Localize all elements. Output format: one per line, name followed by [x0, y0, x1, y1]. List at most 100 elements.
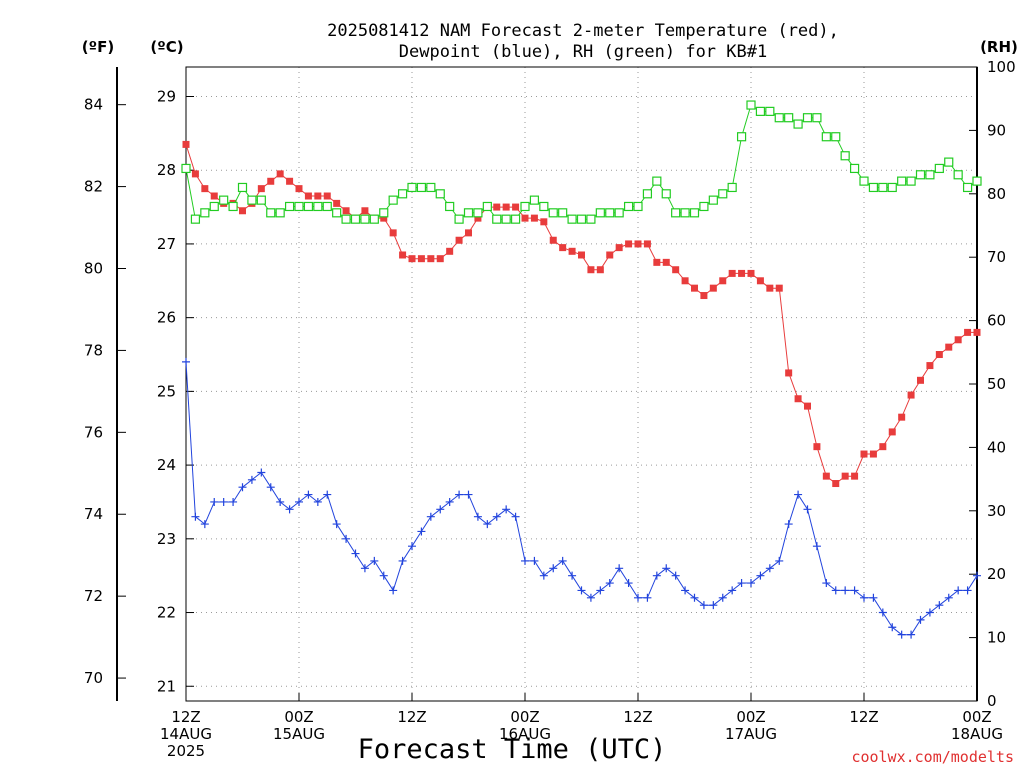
dewpoint-point — [323, 490, 332, 499]
dewpoint-point — [643, 593, 652, 602]
dewpoint-point — [191, 512, 200, 521]
temperature-point — [323, 192, 331, 200]
temperature-point — [389, 229, 397, 237]
temperature-point — [973, 328, 981, 336]
temperature-point — [417, 255, 425, 263]
celsius-unit-label: (ºC) — [150, 38, 183, 56]
celsius-tick-label: 21 — [157, 677, 176, 695]
rh-point — [294, 201, 304, 212]
dewpoint-point — [436, 505, 445, 514]
rh-point — [878, 182, 888, 193]
temperature-point — [596, 266, 604, 274]
rh-tick-label: 40 — [987, 438, 1006, 456]
rh-unit-label: (RH) — [980, 38, 1018, 56]
rh-point — [558, 208, 568, 218]
temperature-point — [210, 192, 218, 200]
dewpoint-point — [483, 520, 492, 529]
rh-tick-label: 80 — [987, 185, 1006, 203]
temperature-point — [286, 177, 294, 185]
rh-point — [812, 113, 822, 123]
rh-point — [219, 195, 229, 205]
rh-point — [209, 201, 219, 212]
dewpoint-point — [417, 527, 426, 536]
dewpoint-point — [455, 490, 464, 499]
rh-point — [397, 189, 408, 199]
rh-point — [906, 176, 916, 186]
rh-point — [595, 208, 605, 218]
celsius-tick-label: 27 — [157, 235, 176, 253]
dewpoint-point — [963, 586, 972, 595]
rh-point — [463, 208, 474, 218]
celsius-tick-label: 28 — [157, 161, 176, 179]
dewpoint-point — [389, 586, 398, 595]
dewpoint-point — [794, 490, 803, 499]
dewpoint-point — [624, 579, 633, 588]
celsius-axis-ticks: 21 22 23 24 25 26 27 28 29 — [157, 87, 194, 695]
dewpoint-point — [398, 556, 407, 565]
rh-point — [944, 157, 954, 167]
dewpoint-point — [822, 579, 831, 588]
dewpoint-point — [652, 571, 661, 580]
rh-tick-label: 50 — [987, 375, 1006, 393]
dewpoint-point — [812, 542, 821, 551]
dewpoint-point — [888, 623, 897, 632]
rh-tick-label: 30 — [987, 502, 1006, 520]
celsius-tick-label: 23 — [157, 530, 176, 548]
temperature-point — [399, 251, 407, 259]
dewpoint-point — [897, 630, 906, 639]
rh-point — [445, 201, 455, 212]
temperature-point — [813, 443, 821, 451]
temperature-point — [512, 203, 520, 211]
fahrenheit-tick-label: 76 — [84, 423, 103, 441]
rh-point — [510, 214, 521, 224]
time-tick-label: 12Z — [171, 708, 200, 726]
rh-point — [774, 113, 784, 123]
time-tick-label: 12Z — [623, 708, 652, 726]
temperature-point — [257, 185, 265, 193]
rh-point — [633, 201, 643, 212]
rh-point — [953, 170, 963, 180]
dewpoint-point — [671, 571, 680, 580]
temperature-point — [201, 185, 209, 193]
temperature-point — [493, 203, 501, 211]
dewpoint-point — [662, 564, 671, 573]
rh-point — [482, 201, 492, 212]
temperature-point — [917, 376, 924, 384]
rh-point — [426, 182, 436, 193]
dewpoint-point — [502, 505, 511, 514]
dewpoint-point — [973, 571, 981, 580]
temperature-point — [587, 266, 595, 274]
temperature-point — [869, 450, 877, 458]
rh-point — [454, 214, 464, 224]
dewpoint-point — [238, 483, 247, 492]
temperature-point — [634, 240, 642, 248]
temperature-point — [888, 428, 896, 436]
temperature-point — [578, 251, 585, 259]
rh-point — [200, 208, 210, 218]
rh-point — [962, 182, 973, 193]
temperature-point — [267, 177, 275, 185]
rh-tick-label: 90 — [987, 121, 1006, 139]
rh-point — [379, 208, 389, 218]
series-layer — [181, 100, 982, 639]
dewpoint-point — [549, 564, 558, 573]
temperature-point — [342, 207, 350, 215]
rh-point — [303, 201, 314, 212]
dewpoint-point — [266, 483, 275, 492]
temperature-point — [615, 244, 623, 252]
rh-point — [699, 201, 709, 212]
dewpoint-point — [634, 593, 642, 602]
dewpoint-point — [765, 564, 774, 573]
time-tick-label: 12Z — [849, 708, 878, 726]
dewpoint-point — [473, 512, 482, 521]
temperature-point — [474, 214, 482, 222]
dewpoint-point — [690, 593, 699, 602]
time-tick-label: 15AUG — [273, 725, 325, 743]
temperature-point — [945, 343, 953, 351]
dewpoint-point — [445, 497, 454, 506]
rh-point — [313, 201, 323, 212]
time-tick-label: 12Z — [397, 708, 426, 726]
dewpoint-point — [530, 556, 539, 565]
rh-point — [586, 214, 596, 224]
dewpoint-point — [925, 608, 934, 617]
